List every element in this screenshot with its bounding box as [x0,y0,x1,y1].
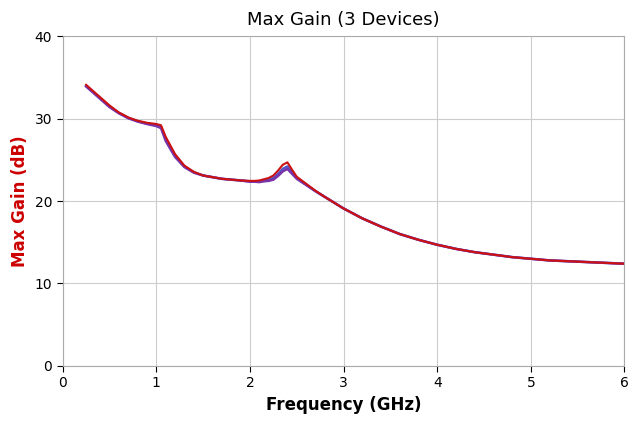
Title: Max Gain (3 Devices): Max Gain (3 Devices) [247,11,440,29]
X-axis label: Frequency (GHz): Frequency (GHz) [266,396,421,414]
Y-axis label: Max Gain (dB): Max Gain (dB) [11,135,29,267]
